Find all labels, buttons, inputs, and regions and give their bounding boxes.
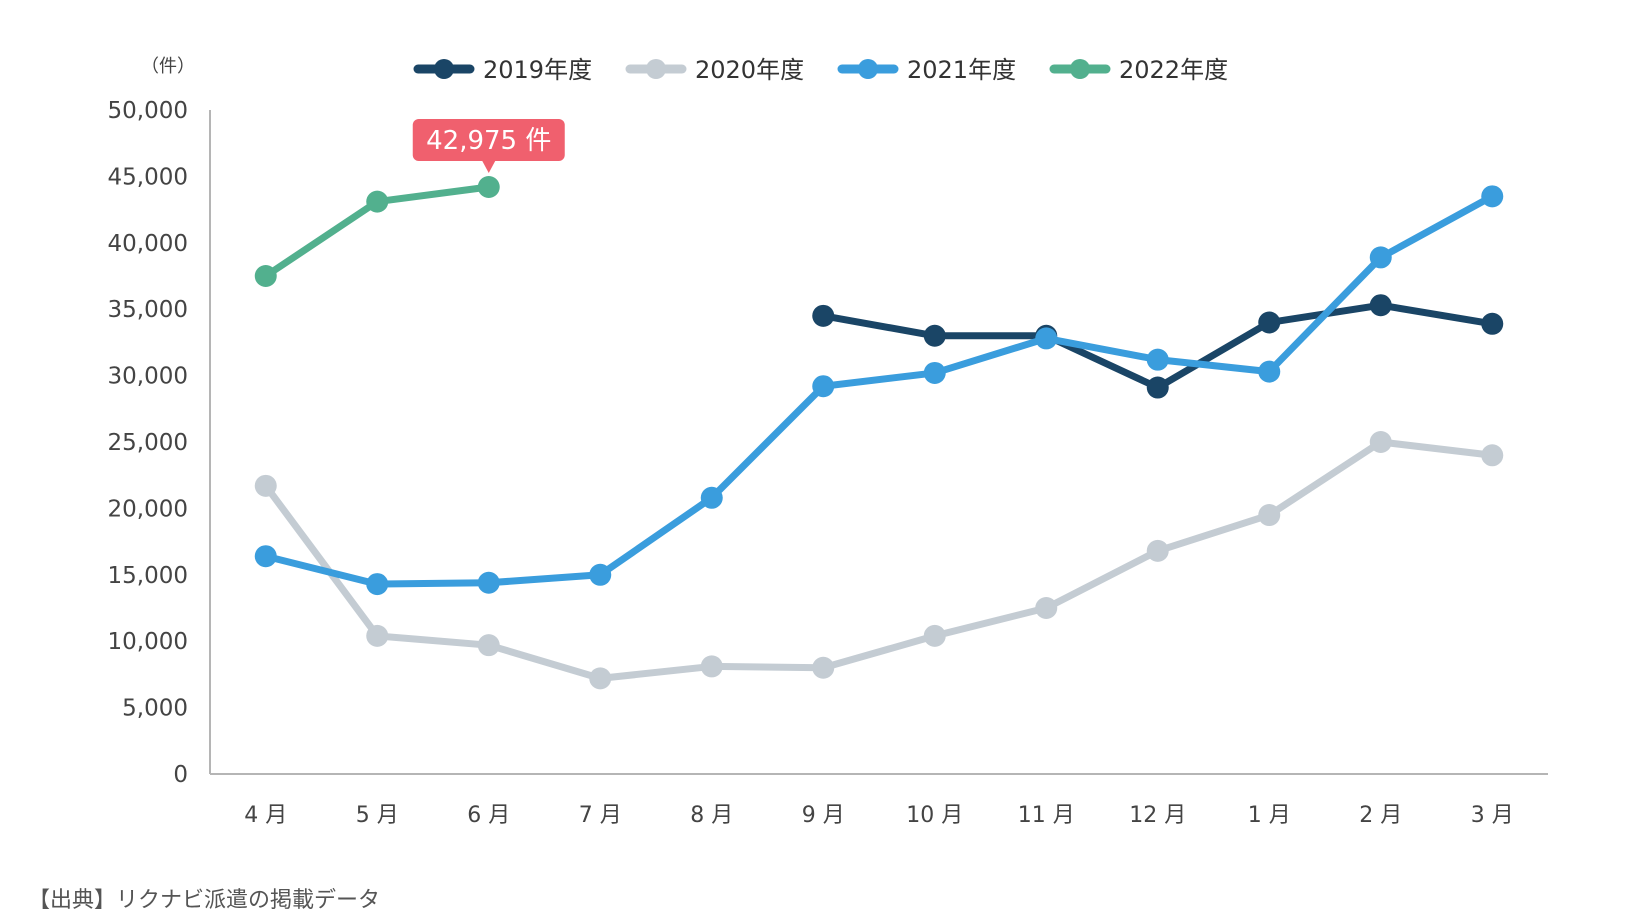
legend-marker — [1070, 59, 1090, 79]
data-point — [923, 361, 946, 384]
data-point — [1258, 311, 1281, 334]
x-tick-label: 12 月 — [1129, 803, 1186, 828]
legend-label: 2021年度 — [907, 56, 1016, 84]
data-point — [1258, 360, 1281, 383]
data-point — [1146, 348, 1169, 371]
data-point — [1258, 504, 1281, 527]
y-tick-label: 25,000 — [108, 430, 188, 456]
data-point — [1481, 312, 1504, 335]
data-point — [1369, 294, 1392, 317]
x-tick-label: 2 月 — [1359, 803, 1402, 828]
annotation-box — [412, 119, 565, 162]
data-point — [700, 486, 723, 509]
annotation-pointer — [481, 160, 496, 174]
y-unit-label: （件） — [141, 56, 195, 77]
source-note: 【出典】リクナビ派遣の掲載データ — [28, 888, 381, 913]
series-line — [262, 192, 1496, 588]
y-tick-label: 15,000 — [108, 563, 188, 589]
data-point — [477, 571, 500, 594]
series-1 — [254, 431, 1504, 690]
y-tick-label: 20,000 — [108, 496, 188, 522]
data-point — [812, 304, 835, 327]
x-tick-label: 3 月 — [1471, 803, 1514, 828]
data-point — [477, 634, 500, 657]
x-tick-label: 4 月 — [244, 803, 287, 828]
data-point — [1369, 431, 1392, 453]
x-tick-label: 11 月 — [1018, 803, 1075, 828]
series-3 — [254, 176, 500, 287]
y-tick-label: 30,000 — [108, 364, 188, 390]
x-tick-label: 10 月 — [906, 803, 963, 828]
y-tick-label: 45,000 — [108, 164, 188, 190]
data-point — [366, 573, 389, 596]
data-point — [812, 375, 835, 398]
data-point — [923, 324, 946, 347]
data-point — [1146, 539, 1169, 562]
legend-label: 2020年度 — [695, 56, 804, 84]
data-point — [254, 474, 277, 497]
data-point — [923, 624, 946, 647]
data-point — [1146, 376, 1169, 399]
series-2 — [254, 185, 1504, 596]
data-point — [254, 545, 277, 568]
series-line — [262, 438, 1496, 682]
data-point — [1481, 444, 1504, 467]
chart-series — [254, 176, 1504, 690]
annotation-label: 42,975 件 — [426, 126, 551, 156]
data-point — [254, 265, 277, 287]
data-point — [812, 656, 835, 679]
chart-axes: 0 5,000 10,000 15,000 20,000 25,000 30,000 35,0… — [108, 56, 1548, 828]
x-tick-label: 7 月 — [579, 803, 622, 828]
legend-marker — [858, 59, 878, 79]
chart-annotation: 42,975 件 — [412, 119, 565, 174]
legend-label: 2019年度 — [483, 56, 592, 84]
legend-label: 2022年度 — [1119, 56, 1228, 84]
y-tick-label: 0 — [173, 762, 188, 788]
data-point — [1369, 246, 1392, 269]
data-point — [477, 176, 500, 199]
y-tick-label: 50,000 — [108, 98, 188, 124]
x-tick-label: 9 月 — [802, 803, 845, 828]
data-point — [700, 655, 723, 678]
y-tick-label: 35,000 — [108, 297, 188, 323]
data-point — [1481, 185, 1504, 208]
y-tick-label: 10,000 — [108, 629, 188, 655]
x-tick-label: 5 月 — [356, 803, 399, 828]
legend-marker — [646, 59, 666, 79]
data-point — [366, 190, 389, 213]
x-tick-label: 8 月 — [690, 803, 733, 828]
data-point — [366, 624, 389, 647]
data-point — [1035, 327, 1058, 350]
series-0 — [812, 294, 1504, 399]
chart-legend: 2019年度 2020年度 2021年度 2022年度 — [413, 56, 1228, 84]
x-tick-label: 6 月 — [467, 803, 510, 828]
x-tick-label: 1 月 — [1248, 803, 1291, 828]
y-tick-label: 40,000 — [108, 231, 188, 257]
legend-marker — [434, 59, 454, 79]
data-point — [589, 667, 612, 690]
y-tick-label: 5,000 — [122, 696, 188, 722]
data-point — [1035, 597, 1058, 619]
data-point — [589, 563, 612, 586]
